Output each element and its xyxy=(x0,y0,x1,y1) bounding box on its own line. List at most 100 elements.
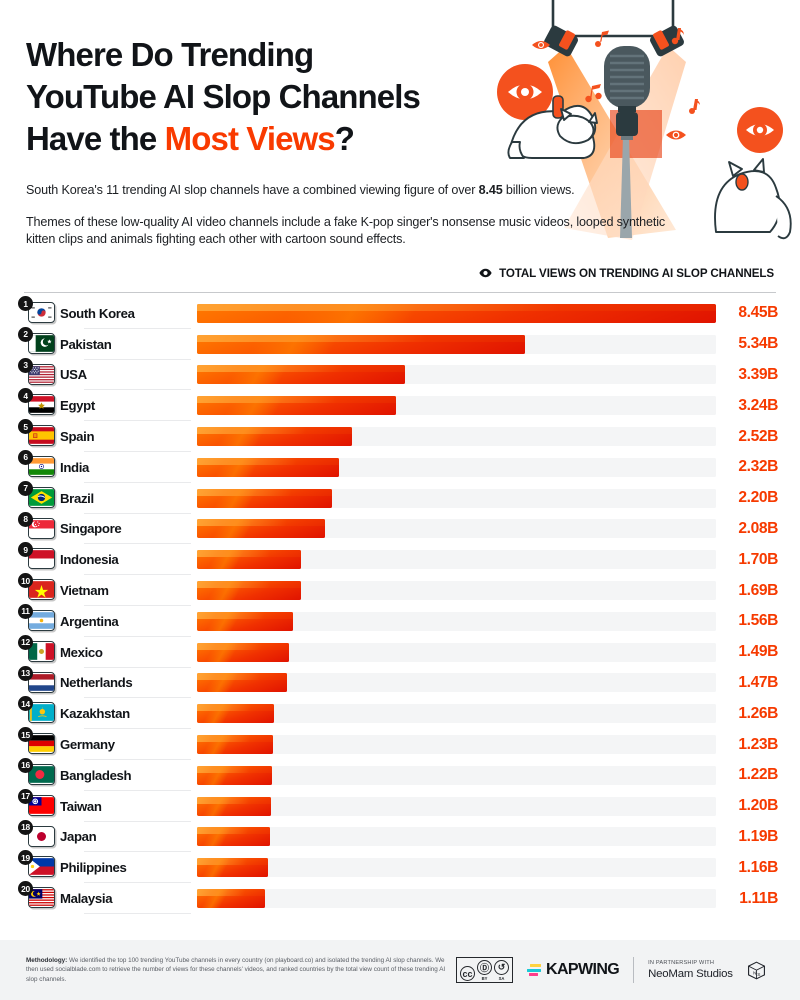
bar-fill xyxy=(197,550,302,570)
flag-spain xyxy=(28,425,55,447)
bar-cell xyxy=(197,852,716,883)
rank-badge: 13 xyxy=(18,665,33,681)
header: Where Do Trending YouTube AI Slop Channe… xyxy=(0,0,800,248)
bar-cell xyxy=(197,791,716,822)
title-line-2: YouTube AI Slop Channels xyxy=(26,78,421,115)
bar-fill xyxy=(197,303,716,323)
footer-badges: cc Ⓓ BY ↺ SA KAPWING IN PARTNERSHIP WITH… xyxy=(448,957,766,983)
country-name-cell: Vietnam xyxy=(60,575,197,606)
neomam-cube-icon: N S xyxy=(747,961,765,979)
rank-badge: 14 xyxy=(18,696,33,712)
country-label: Philippines xyxy=(60,860,127,876)
value-label: 1.19B xyxy=(738,827,778,845)
kapwing-logo[interactable]: KAPWING xyxy=(527,961,620,979)
flag-argentina xyxy=(28,609,55,631)
value-label: 1.56B xyxy=(738,612,778,630)
bar-fill xyxy=(197,488,333,508)
bar-fill xyxy=(197,796,271,816)
value-cell: 1.47B xyxy=(716,674,778,692)
bar-track xyxy=(197,765,716,785)
value-label: 2.32B xyxy=(738,458,778,476)
value-cell: 1.19B xyxy=(716,828,778,846)
bar-track xyxy=(197,457,716,477)
bar-track xyxy=(197,427,716,447)
bar-cell xyxy=(197,452,716,483)
flag-india xyxy=(28,455,55,477)
table-row: 15 Germany 1.23B xyxy=(18,727,778,760)
country-label: Japan xyxy=(60,829,97,845)
svg-text:S: S xyxy=(757,972,760,978)
value-label: 1.16B xyxy=(738,858,778,876)
flag-singapore xyxy=(28,517,55,539)
bar-track xyxy=(197,611,716,631)
rank-flag-cell: 8 xyxy=(18,511,60,545)
country-name-cell: South Korea xyxy=(60,298,197,329)
svg-text:N: N xyxy=(753,970,757,976)
table-row: 18 Japan 1.19B xyxy=(18,819,778,853)
table-row: 7 Brazil 2.20B xyxy=(18,480,778,514)
country-name-cell: Argentina xyxy=(60,606,197,637)
rank-badge: 10 xyxy=(18,573,33,589)
flag-vietnam xyxy=(28,579,55,601)
creative-commons-badge[interactable]: cc Ⓓ BY ↺ SA xyxy=(456,957,513,983)
cc-by-label: BY xyxy=(481,976,488,981)
value-label: 1.20B xyxy=(738,797,778,815)
rank-flag-cell: 3 xyxy=(18,357,60,391)
subtitle-primary-pre: South Korea's 11 trending AI slop channe… xyxy=(26,183,479,197)
bar-fill xyxy=(197,427,352,447)
bar-track xyxy=(197,889,716,909)
bar-fill xyxy=(197,704,275,724)
bar-track xyxy=(197,673,716,693)
flag-pakistan xyxy=(28,332,55,354)
subtitle-primary: South Korea's 11 trending AI slop channe… xyxy=(26,182,686,199)
rank-flag-cell: 16 xyxy=(18,757,60,791)
country-name-cell: USA xyxy=(60,360,197,391)
bar-fill xyxy=(197,396,396,416)
bar-track xyxy=(197,827,716,847)
rank-badge: 12 xyxy=(18,634,33,650)
flag-brazil xyxy=(28,486,55,508)
bar-fill xyxy=(197,334,525,354)
bar-track xyxy=(197,396,716,416)
rank-badge: 7 xyxy=(18,480,33,496)
bar-track xyxy=(197,365,716,385)
rank-badge: 5 xyxy=(18,419,33,435)
value-label: 1.22B xyxy=(738,766,778,784)
country-label: Germany xyxy=(60,737,115,753)
value-label: 1.47B xyxy=(738,673,778,691)
rank-badge: 16 xyxy=(18,757,33,773)
value-label: 1.23B xyxy=(738,735,778,753)
country-name-cell: Egypt xyxy=(60,390,197,421)
value-label: 1.26B xyxy=(738,704,778,722)
bar-cell xyxy=(197,637,716,668)
country-label: Vietnam xyxy=(60,583,109,599)
value-cell: 1.23B xyxy=(716,736,778,754)
value-label: 1.70B xyxy=(738,550,778,568)
flag-south-korea xyxy=(28,302,55,323)
value-cell: 3.24B xyxy=(716,397,778,415)
value-cell: 1.70B xyxy=(716,551,778,569)
bar-cell xyxy=(197,298,716,329)
rank-flag-cell: 17 xyxy=(18,788,60,822)
value-cell: 1.49B xyxy=(716,643,778,661)
bar-fill xyxy=(197,642,289,662)
flag-usa xyxy=(28,363,55,385)
kapwing-mark-icon xyxy=(527,964,541,976)
bar-cell xyxy=(197,698,716,729)
rank-flag-cell: 9 xyxy=(18,542,60,575)
country-label: Argentina xyxy=(60,613,119,629)
rank-badge: 18 xyxy=(18,819,33,835)
country-name-cell: Kazakhstan xyxy=(60,698,197,729)
bar-track xyxy=(197,704,716,724)
flag-germany xyxy=(28,733,55,755)
table-row: 3 USA 3.39B xyxy=(18,357,778,391)
country-name-cell: Japan xyxy=(60,822,197,853)
methodology-label: Methodology: xyxy=(26,957,68,965)
country-label: Netherlands xyxy=(60,675,133,691)
bar-track xyxy=(197,581,716,601)
table-row: 11 Argentina 1.56B xyxy=(18,603,778,637)
table-row: 20 Malaysia 1.11B xyxy=(18,881,778,914)
value-cell: 2.20B xyxy=(716,489,778,507)
rank-badge: 11 xyxy=(18,603,33,619)
